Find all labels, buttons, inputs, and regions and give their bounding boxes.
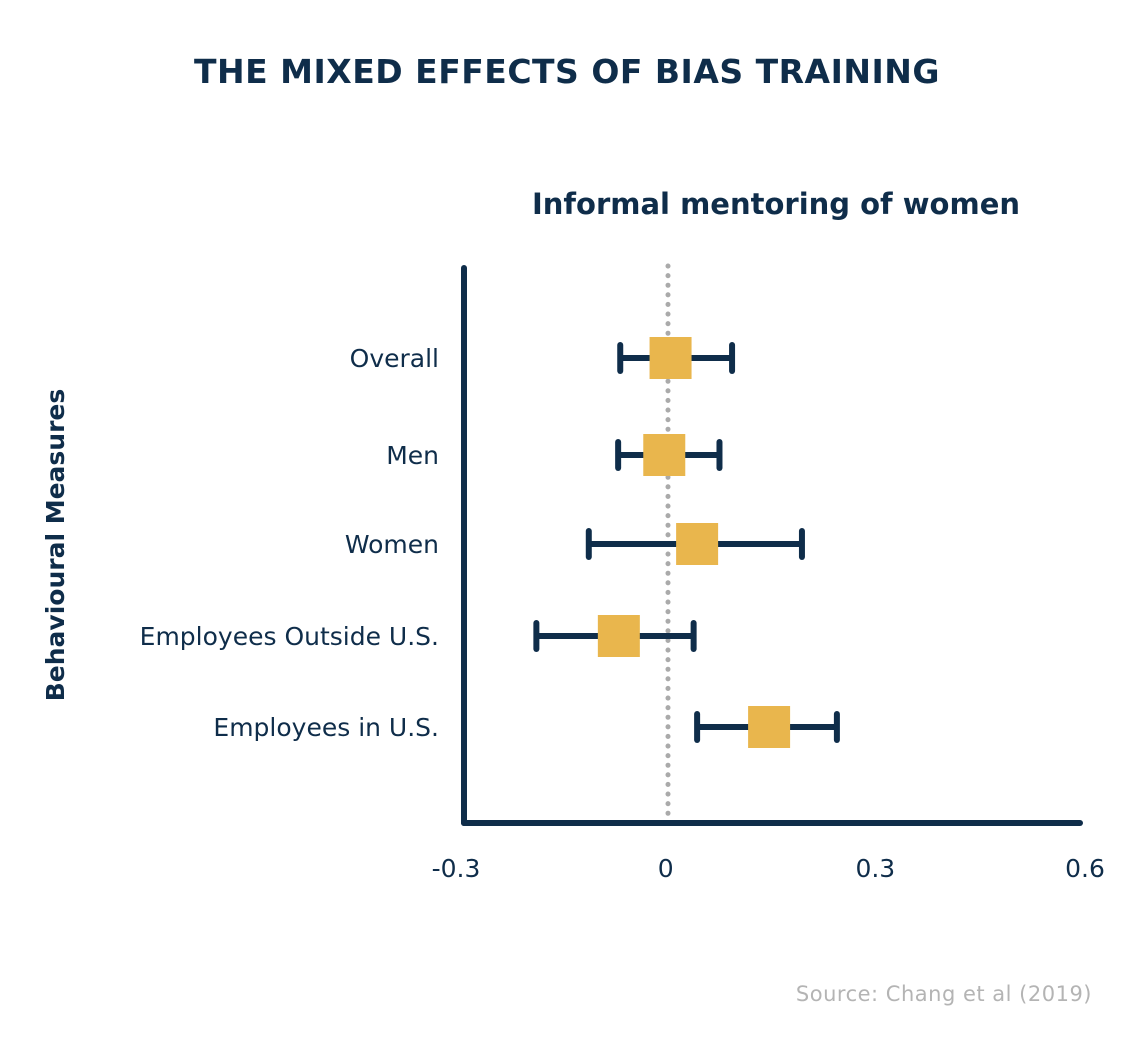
x-axis-ticks: -0.3 0 0.3 0.6 xyxy=(432,854,1105,883)
category-label: Women xyxy=(345,530,439,559)
estimate-marker xyxy=(597,615,640,657)
x-tick-label: 0.3 xyxy=(855,854,895,883)
chart-title: Informal mentoring of women xyxy=(532,187,1020,221)
category-label: Employees Outside U.S. xyxy=(140,622,439,651)
estimate-marker xyxy=(649,337,692,379)
category-label: Overall xyxy=(350,344,439,373)
row-women: Women xyxy=(345,523,805,565)
estimate-marker xyxy=(676,523,719,565)
x-tick-label: -0.3 xyxy=(432,854,481,883)
category-label: Employees in U.S. xyxy=(213,713,439,742)
plot-rows: Overall Men Women Employees Outside U.S. Emp… xyxy=(140,337,840,748)
source-note: Source: Chang et al (2019) xyxy=(795,982,1092,1006)
estimate-marker xyxy=(748,706,791,748)
row-overall: Overall xyxy=(350,337,736,379)
y-axis-label: Behavioural Measures xyxy=(41,389,70,702)
row-employees-outside-u-s: Employees Outside U.S. xyxy=(140,615,697,657)
main-title: THE MIXED EFFECTS OF BIAS TRAINING xyxy=(194,52,940,91)
category-label: Men xyxy=(386,441,439,470)
x-tick-label: 0.6 xyxy=(1065,854,1105,883)
estimate-marker xyxy=(643,434,686,476)
row-men: Men xyxy=(386,434,723,476)
x-tick-label: 0 xyxy=(658,854,674,883)
row-employees-in-u-s: Employees in U.S. xyxy=(213,706,840,748)
